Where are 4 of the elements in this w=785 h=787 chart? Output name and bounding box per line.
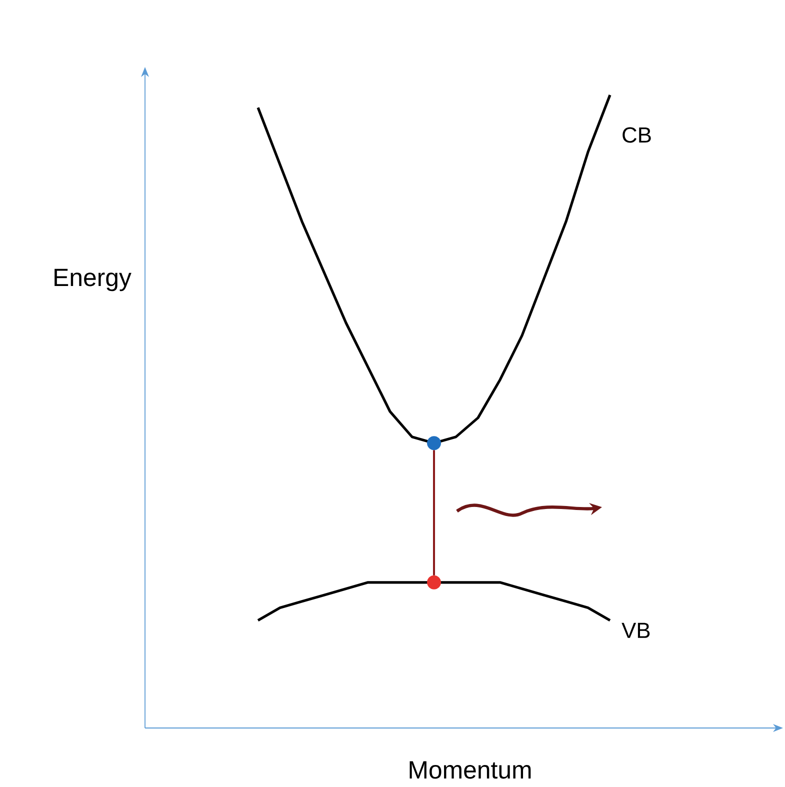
y-axis-title: Energy xyxy=(54,268,132,292)
series-label: CB xyxy=(622,127,651,143)
series-label: VB xyxy=(622,622,650,638)
x-axis-title: Momentum xyxy=(410,761,531,779)
